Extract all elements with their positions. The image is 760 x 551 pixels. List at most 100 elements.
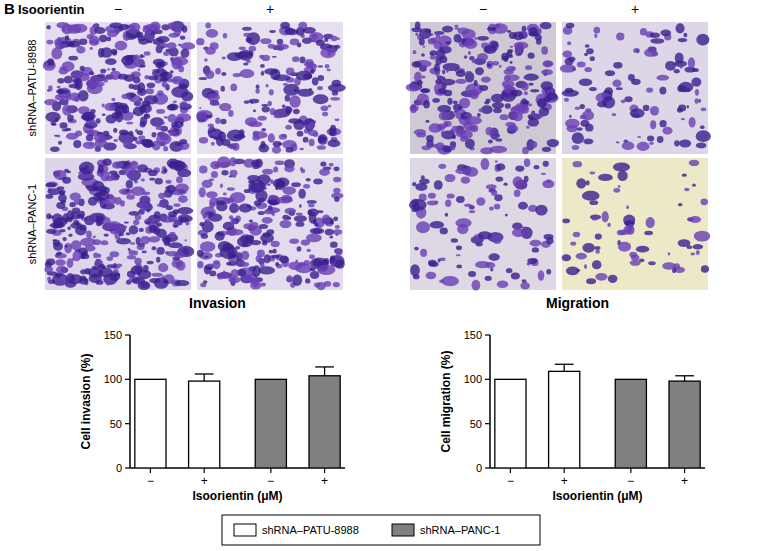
cell-stain bbox=[299, 204, 301, 208]
cell-stain bbox=[413, 50, 417, 54]
cell-stain bbox=[440, 227, 448, 234]
cell-stain bbox=[205, 23, 211, 29]
cell-stain bbox=[87, 82, 103, 94]
cell-stain bbox=[176, 176, 183, 183]
cell-stain bbox=[573, 232, 580, 238]
cell-stain bbox=[421, 88, 430, 93]
cell-stain bbox=[410, 105, 419, 111]
cell-stain bbox=[584, 67, 592, 72]
cell-stain bbox=[524, 74, 539, 81]
cell-stain bbox=[490, 268, 493, 272]
cell-stain bbox=[474, 80, 478, 86]
cell-stain bbox=[46, 25, 50, 30]
cell-stain bbox=[461, 176, 470, 183]
cell-stain bbox=[333, 188, 340, 194]
cell-stain bbox=[103, 233, 108, 236]
cell-stain bbox=[665, 61, 676, 71]
cell-stain bbox=[71, 212, 79, 220]
cell-stain bbox=[413, 274, 420, 279]
cell-stain bbox=[211, 171, 218, 178]
cell-stain bbox=[139, 65, 145, 68]
cell-stain bbox=[527, 258, 537, 264]
cell-stain bbox=[701, 107, 707, 111]
cell-stain bbox=[309, 139, 315, 146]
cell-stain bbox=[416, 221, 430, 233]
cell-stain bbox=[696, 34, 709, 46]
cell-stain bbox=[310, 69, 314, 74]
cell-stain bbox=[206, 115, 213, 118]
cell-stain bbox=[226, 262, 231, 266]
cell-stain bbox=[229, 175, 233, 177]
cell-stain bbox=[256, 85, 260, 89]
cell-stain bbox=[286, 277, 293, 282]
cell-stain bbox=[300, 167, 303, 171]
cell-stain bbox=[99, 35, 107, 42]
cell-stain bbox=[112, 162, 122, 169]
cell-stain bbox=[65, 245, 68, 247]
cell-stain bbox=[175, 183, 189, 193]
cell-stain bbox=[89, 274, 102, 283]
cell-stain bbox=[196, 110, 212, 120]
cell-stain bbox=[689, 160, 700, 166]
cell-stain bbox=[464, 55, 467, 58]
cell-stain bbox=[57, 78, 64, 84]
cell-stain bbox=[565, 88, 573, 93]
micrograph bbox=[406, 22, 560, 155]
cell-stain bbox=[107, 68, 109, 71]
cell-stain bbox=[329, 128, 337, 137]
cell-stain bbox=[147, 27, 152, 34]
cell-stain bbox=[681, 118, 685, 120]
cell-stain bbox=[160, 78, 168, 82]
cell-stain bbox=[535, 205, 547, 216]
cell-stain bbox=[465, 116, 482, 125]
cell-stain bbox=[326, 128, 341, 136]
cell-stain bbox=[478, 231, 491, 239]
cell-stain bbox=[572, 145, 580, 150]
cell-stain bbox=[261, 71, 265, 76]
cell-stain bbox=[270, 68, 280, 80]
cell-stain bbox=[595, 250, 600, 254]
cell-stain bbox=[51, 47, 62, 59]
cell-stain bbox=[477, 113, 481, 117]
cell-stain bbox=[66, 273, 75, 283]
cell-stain bbox=[249, 46, 257, 52]
cell-stain bbox=[140, 122, 146, 128]
cell-stain bbox=[103, 78, 108, 83]
cell-stain bbox=[692, 184, 696, 187]
micrograph-background bbox=[410, 22, 556, 154]
cell-stain bbox=[317, 210, 324, 213]
cell-stain bbox=[292, 56, 299, 62]
cell-stain bbox=[105, 58, 117, 65]
cell-stain bbox=[289, 95, 300, 108]
cell-stain bbox=[275, 262, 279, 266]
bar bbox=[495, 379, 526, 468]
cell-stain bbox=[60, 190, 66, 196]
cell-stain bbox=[210, 42, 219, 49]
micrograph-background bbox=[45, 158, 191, 290]
cell-stain bbox=[508, 125, 519, 133]
x-tick-label: − bbox=[267, 474, 274, 488]
legend-label: shRNA–PATU-8988 bbox=[262, 524, 359, 536]
cell-stain bbox=[602, 96, 615, 108]
cell-stain bbox=[527, 103, 532, 106]
cell-stain bbox=[580, 104, 585, 109]
cell-stain bbox=[229, 203, 239, 213]
x-tick-label: + bbox=[321, 474, 328, 488]
cell-stain bbox=[409, 199, 427, 211]
cell-stain bbox=[71, 240, 82, 250]
cell-stain bbox=[417, 80, 423, 85]
cell-stain bbox=[119, 188, 133, 195]
cell-stain bbox=[204, 58, 208, 62]
cell-stain bbox=[215, 118, 220, 124]
cell-stain bbox=[538, 270, 545, 280]
cell-stain bbox=[566, 266, 579, 275]
cell-stain bbox=[79, 278, 88, 285]
x-tick-label: − bbox=[147, 474, 154, 488]
bar bbox=[669, 381, 700, 468]
cell-stain bbox=[171, 58, 182, 70]
cell-stain bbox=[541, 69, 553, 75]
cell-stain bbox=[310, 228, 324, 234]
cell-stain bbox=[65, 93, 71, 101]
cell-stain bbox=[289, 238, 299, 244]
cell-stain bbox=[460, 136, 468, 142]
